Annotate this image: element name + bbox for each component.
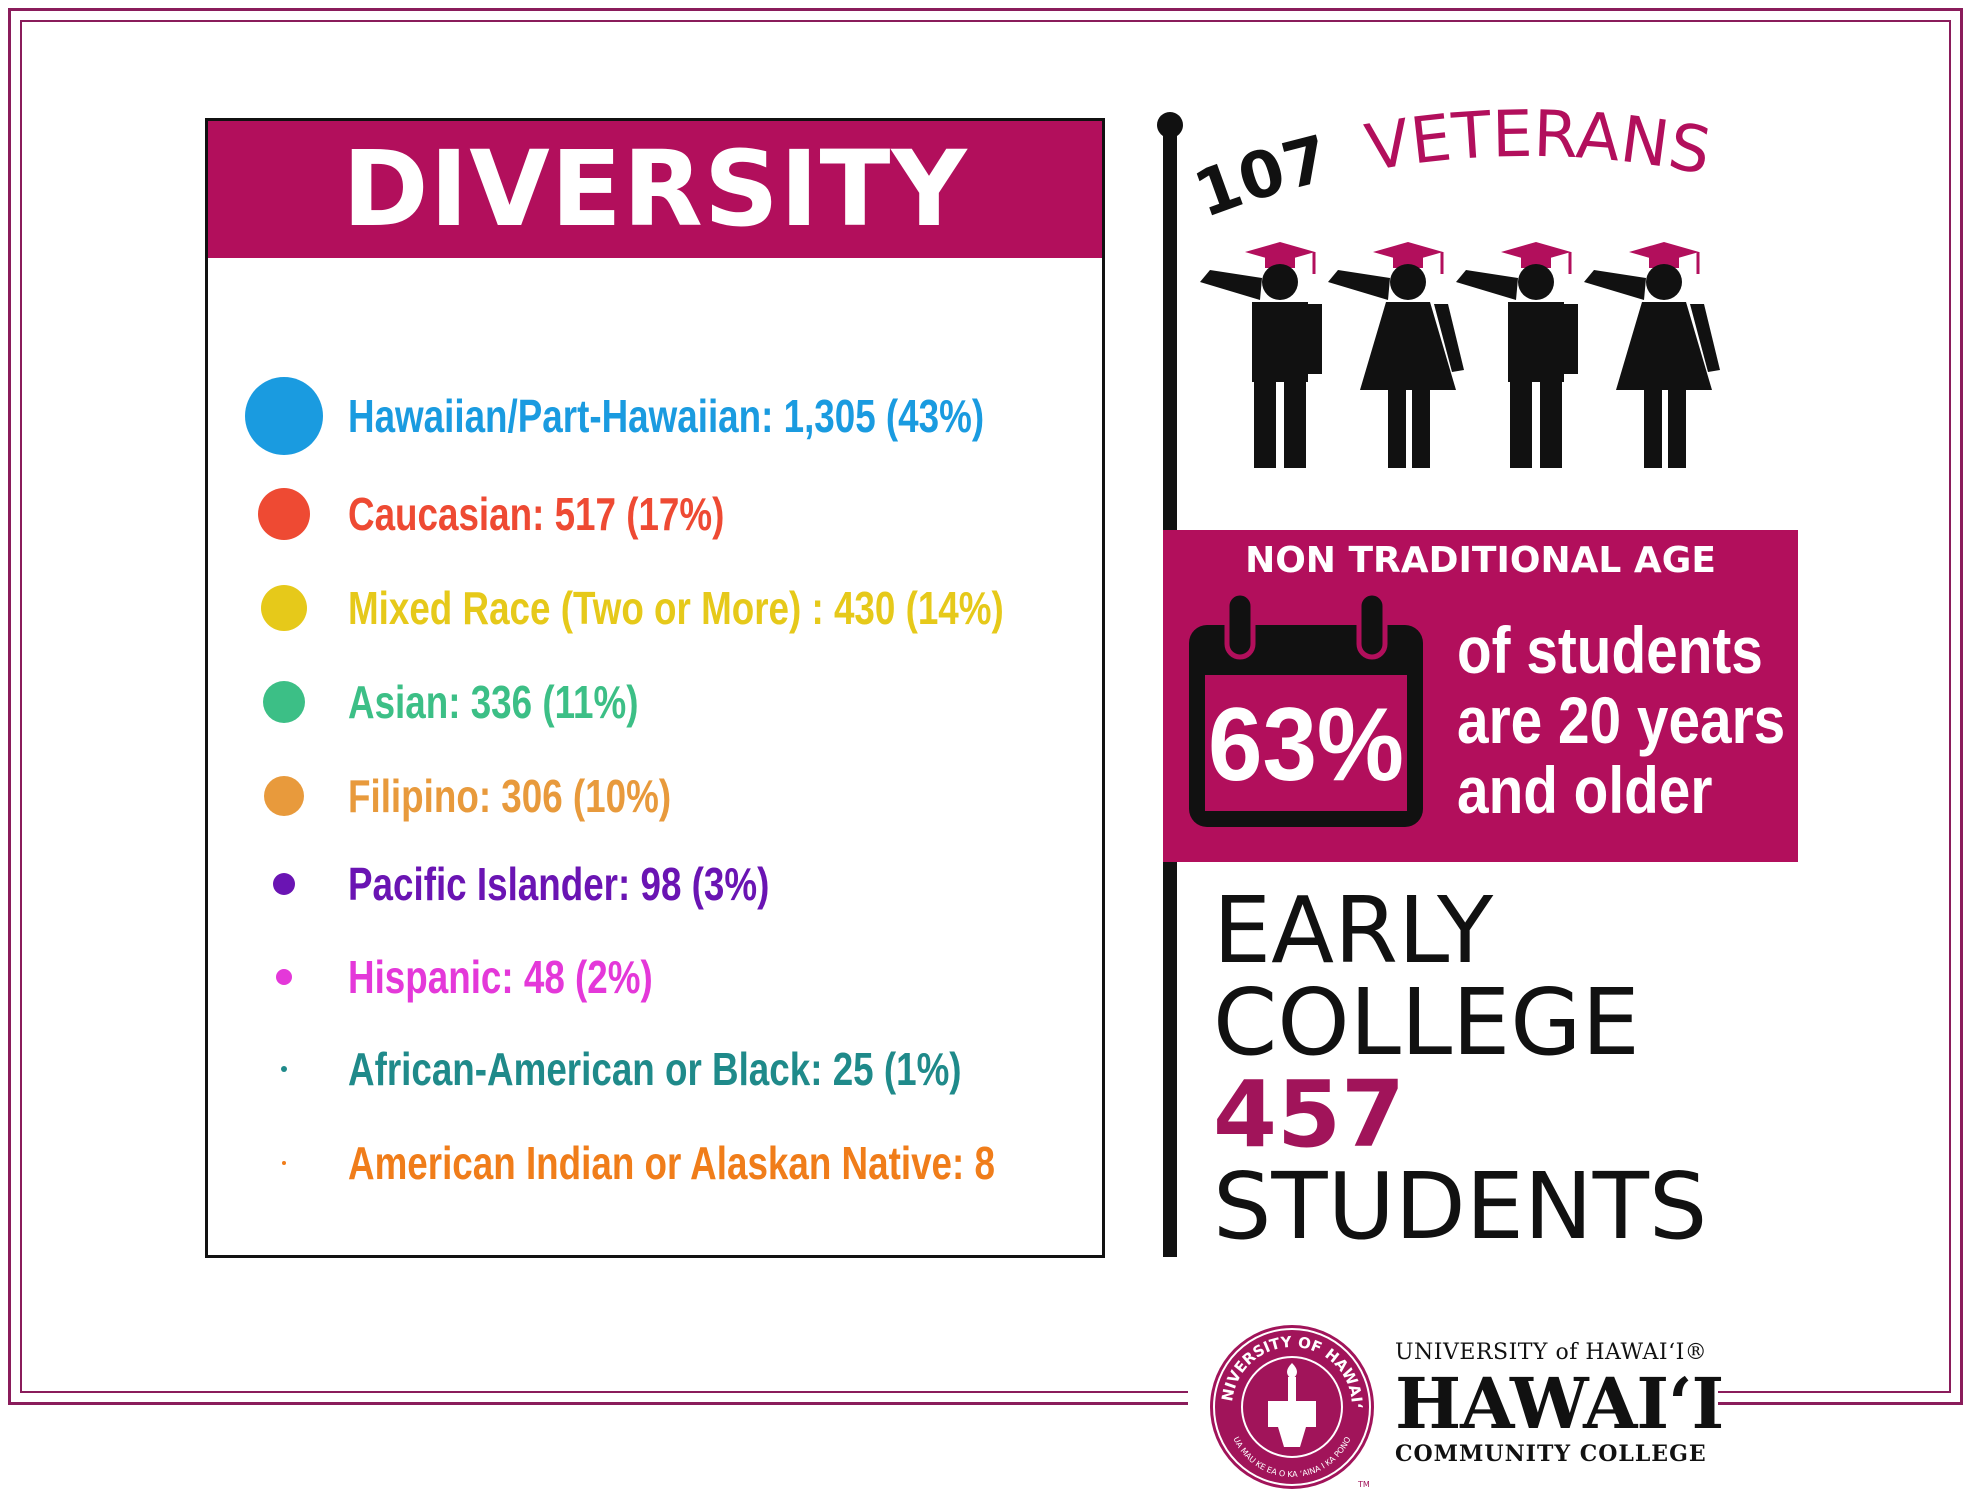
early-college-line-2: COLLEGE <box>1213 969 1640 1076</box>
legend-label: Mixed Race (Two or More) : 430 (14%) <box>348 582 1004 634</box>
legend-dot-icon <box>281 1066 287 1072</box>
legend-item: Caucasian: 517 (17%) <box>208 474 1102 554</box>
svg-text:107 VETERANS: 107 VETERANS <box>1195 100 1716 230</box>
non-traditional-title: NON TRADITIONAL AGE <box>1245 540 1716 581</box>
veterans-heading: 107 VETERANS <box>1195 100 1716 230</box>
outer-frame <box>8 8 1963 1405</box>
non-traditional-percent: 63% <box>1208 687 1404 803</box>
legend-dot-icon <box>273 873 295 895</box>
diversity-panel: DIVERSITY Hawaiian/Part-Hawaiian: 1,305 … <box>205 118 1105 1258</box>
saluting-graduates-icon <box>1200 242 1720 468</box>
diversity-title: DIVERSITY <box>208 121 1102 258</box>
logo-university-line: UNIVERSITY of HAWAIʻI® <box>1395 1340 1708 1365</box>
calendar-icon: 63% <box>1189 590 1423 827</box>
legend-label: American Indian or Alaskan Native: 8 <box>348 1137 995 1189</box>
legend-dot-icon <box>264 776 304 816</box>
university-seal-icon: UNIVERSITY OF HAWAIʻI UA MAU KE EA O KA … <box>1208 1323 1374 1489</box>
early-college-line-1: EARLY <box>1213 877 1494 984</box>
seal-trademark: TM <box>1357 1480 1370 1489</box>
veterans-count: 107 <box>1195 122 1336 230</box>
male-graduate-icon <box>1456 242 1578 468</box>
legend-label: Filipino: 306 (10%) <box>348 770 672 822</box>
non-traditional-description: of students are 20 years and older <box>1457 615 1785 825</box>
legend-item: Pacific Islander: 98 (3%) <box>208 844 1102 924</box>
legend-label: Pacific Islander: 98 (3%) <box>348 858 770 910</box>
early-college-line-4: STUDENTS <box>1213 1153 1708 1260</box>
early-college-block: EARLY COLLEGE 457 STUDENTS <box>1213 885 1707 1253</box>
legend-label: Asian: 336 (11%) <box>348 676 639 728</box>
legend-item: Mixed Race (Two or More) : 430 (14%) <box>208 568 1102 648</box>
inner-frame <box>20 20 1951 1393</box>
legend-item: African-American or Black: 25 (1%) <box>208 1029 1102 1109</box>
legend-dot-icon <box>258 488 310 540</box>
non-traditional-line-2: are 20 years <box>1457 683 1786 757</box>
legend-dot-icon <box>261 585 307 631</box>
legend-dot-icon <box>276 969 292 985</box>
legend-item: American Indian or Alaskan Native: 8 <box>208 1123 1102 1203</box>
non-traditional-age-box: NON TRADITIONAL AGE 63% of students are … <box>1163 530 1798 862</box>
veterans-label: VETERANS <box>1361 100 1717 190</box>
female-graduate-icon <box>1584 242 1720 468</box>
legend-label: Hawaiian/Part-Hawaiian: 1,305 (43%) <box>348 390 985 442</box>
legend-item: Hawaiian/Part-Hawaiian: 1,305 (43%) <box>208 376 1102 456</box>
legend-dot-icon <box>282 1161 286 1165</box>
legend-label: Caucasian: 517 (17%) <box>348 488 725 540</box>
early-college-count: 457 <box>1213 1061 1406 1168</box>
hawaii-cc-logo-text: UNIVERSITY of HAWAIʻI® HAWAIʻI COMMUNITY… <box>1395 1340 1724 1467</box>
legend-dot-icon <box>245 377 323 455</box>
legend-dot-icon <box>263 681 305 723</box>
logo-community-college-line: COMMUNITY COLLEGE <box>1395 1441 1707 1467</box>
non-traditional-line-3: and older <box>1457 753 1713 827</box>
logo-hawaii-wordmark: HAWAIʻI <box>1395 1362 1724 1445</box>
legend-item: Filipino: 306 (10%) <box>208 756 1102 836</box>
female-graduate-icon <box>1328 242 1464 468</box>
legend-item: Asian: 336 (11%) <box>208 662 1102 742</box>
legend-item: Hispanic: 48 (2%) <box>208 937 1102 1017</box>
male-graduate-icon <box>1200 242 1322 468</box>
legend-label: African-American or Black: 25 (1%) <box>348 1043 962 1095</box>
non-traditional-line-1: of students <box>1457 613 1763 687</box>
legend-label: Hispanic: 48 (2%) <box>348 951 653 1003</box>
